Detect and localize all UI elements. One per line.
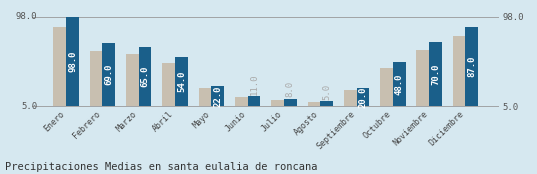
Bar [103, 43, 115, 106]
Text: 87.0: 87.0 [467, 56, 476, 77]
Text: 22.0: 22.0 [213, 85, 222, 107]
Text: 48.0: 48.0 [395, 73, 404, 95]
Bar [235, 97, 248, 106]
Bar [284, 99, 296, 106]
Bar [199, 88, 212, 106]
Bar [417, 50, 429, 106]
Text: 8.0: 8.0 [286, 81, 295, 97]
Text: Precipitaciones Medias en santa eulalia de roncana: Precipitaciones Medias en santa eulalia … [5, 162, 318, 172]
Text: 65.0: 65.0 [141, 66, 150, 87]
Bar [380, 68, 393, 106]
Bar [308, 102, 320, 106]
Bar [66, 17, 79, 106]
Text: 54.0: 54.0 [177, 71, 186, 92]
Bar [248, 96, 260, 106]
Bar [344, 90, 357, 106]
Text: 20.0: 20.0 [358, 86, 367, 108]
Bar [271, 100, 284, 106]
Bar [90, 51, 103, 106]
Text: 5.0: 5.0 [21, 102, 37, 110]
Text: 69.0: 69.0 [104, 64, 113, 85]
Bar [429, 42, 442, 106]
Bar [139, 47, 151, 106]
Bar [466, 27, 478, 106]
Bar [126, 54, 139, 106]
Text: 5.0: 5.0 [322, 84, 331, 100]
Bar [175, 57, 188, 106]
Bar [357, 88, 369, 106]
Bar [162, 63, 175, 106]
Bar [393, 62, 405, 106]
Bar [453, 36, 466, 106]
Bar [320, 101, 333, 106]
Text: 70.0: 70.0 [431, 63, 440, 85]
Text: 98.0: 98.0 [68, 51, 77, 72]
Bar [54, 27, 66, 106]
Bar [212, 86, 224, 106]
Text: 11.0: 11.0 [250, 73, 258, 95]
Text: 98.0: 98.0 [16, 12, 37, 21]
